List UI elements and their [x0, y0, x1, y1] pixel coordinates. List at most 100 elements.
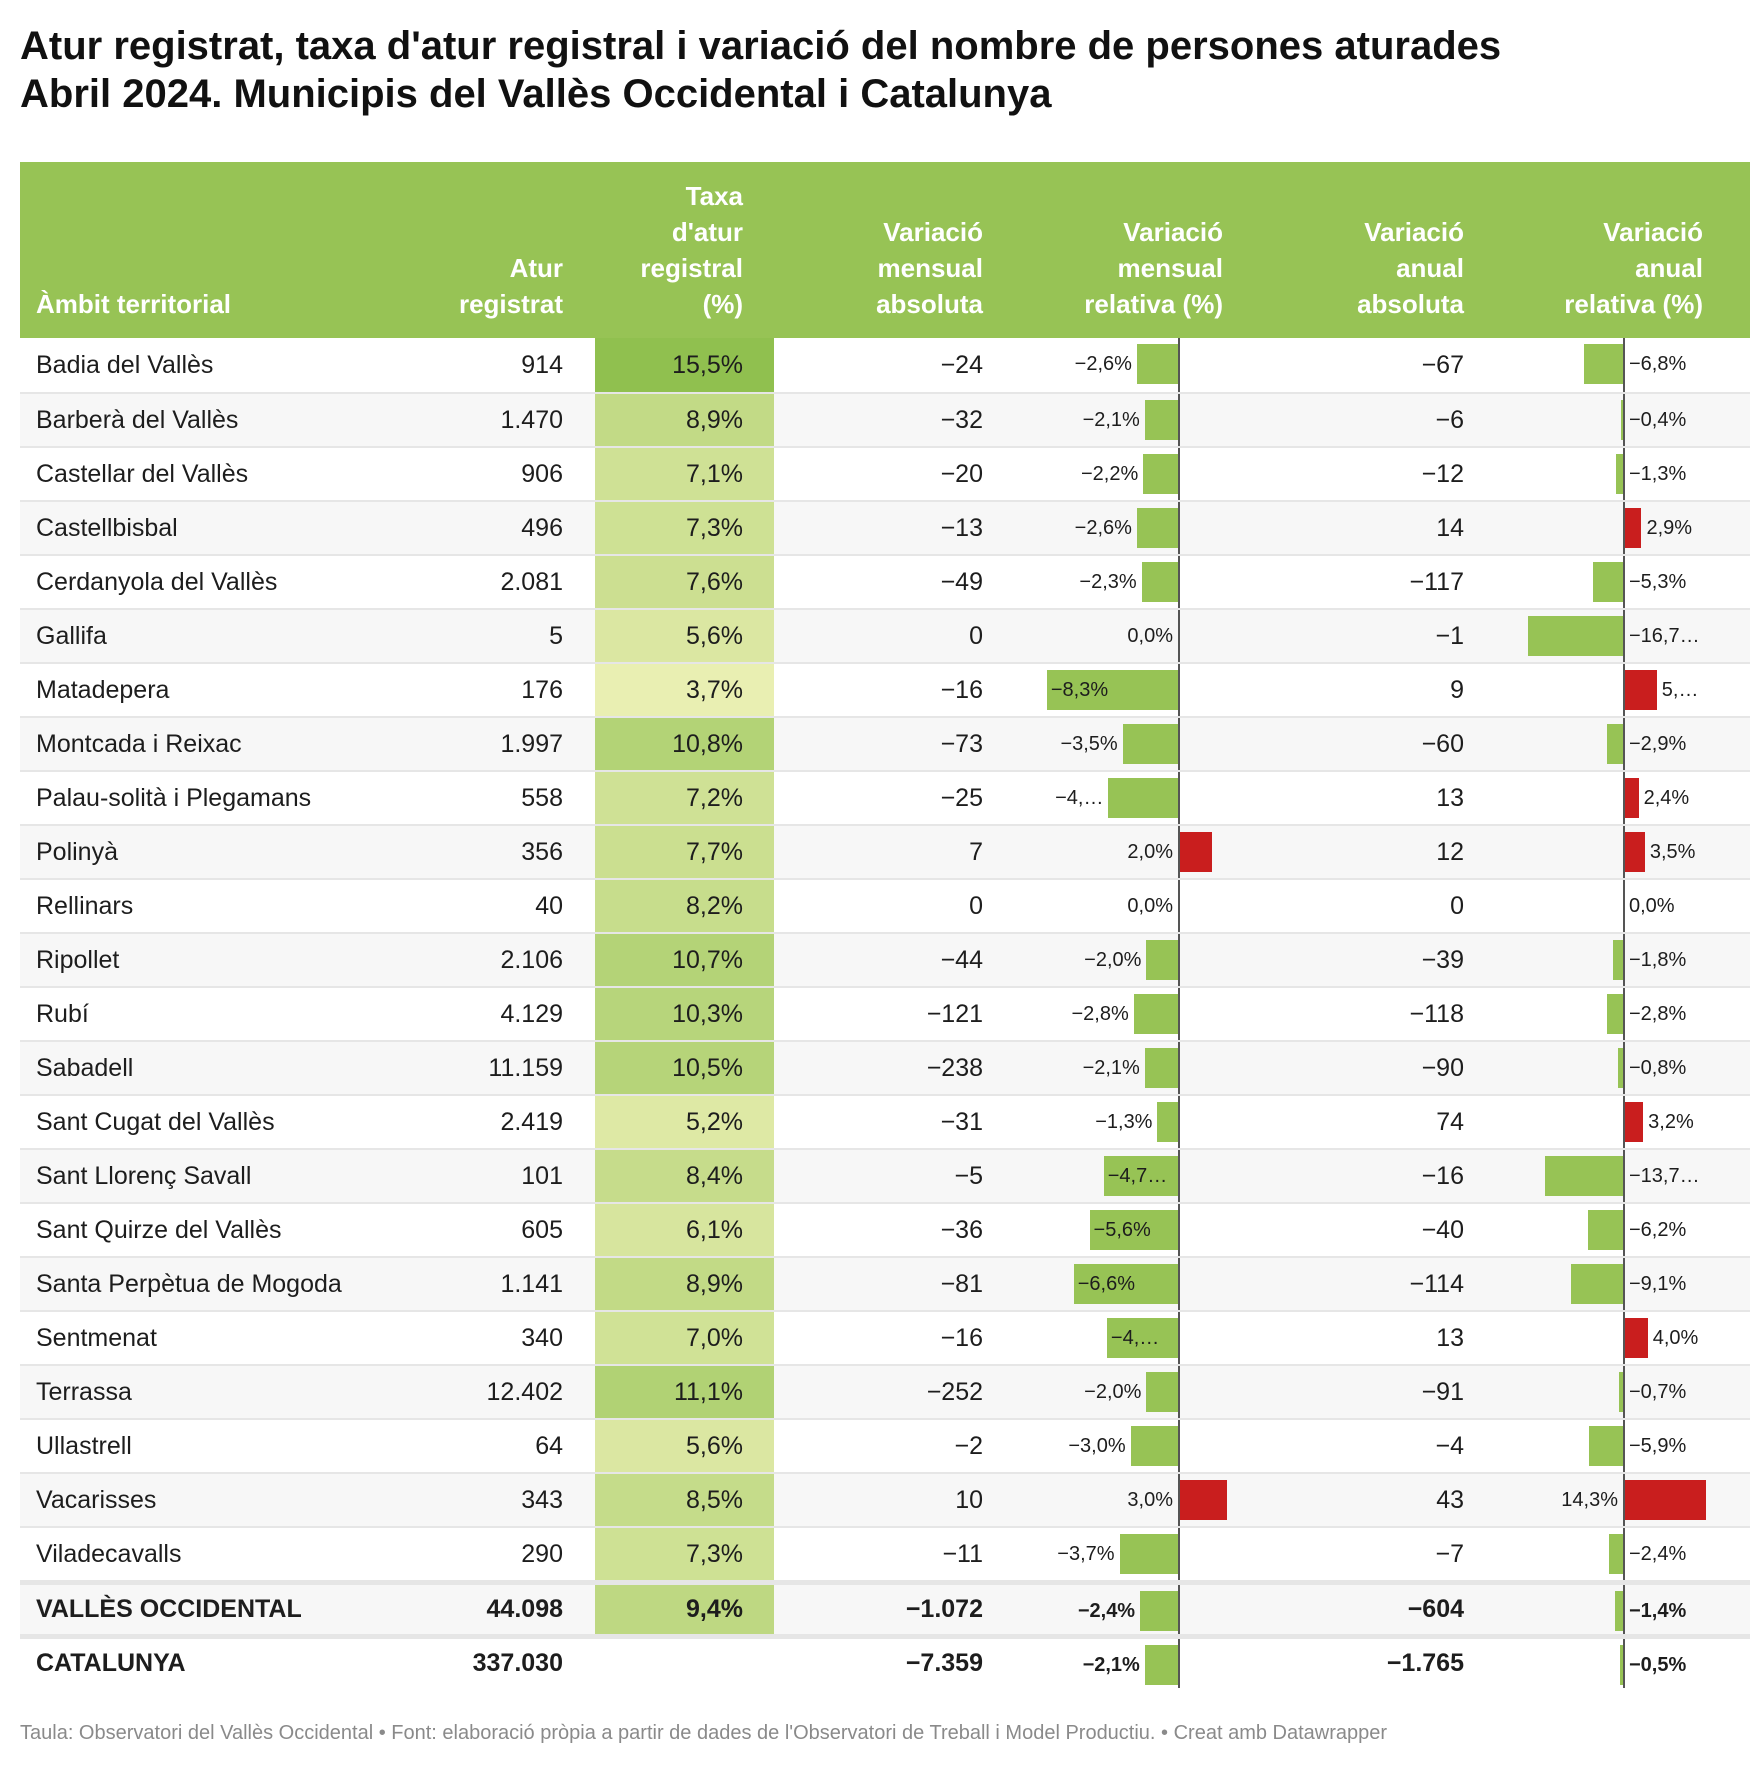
cell-ambit: Palau-solità i Plegamans	[20, 772, 420, 824]
cell-var-anual-rel: 4,0%	[1496, 1312, 1750, 1364]
cell-atur: 914	[420, 338, 595, 392]
axis-line	[1623, 502, 1625, 554]
cell-taxa: 10,8%	[595, 718, 774, 770]
axis-line	[1623, 1150, 1625, 1202]
cell-ambit-text: Badia del Vallès	[36, 350, 214, 379]
axis-line	[1623, 772, 1625, 824]
bar-label: 14,3%	[1561, 1489, 1618, 1511]
cell-var-anual-abs-text: 13	[1436, 1323, 1464, 1352]
cell-var-anual-abs-text: −39	[1421, 945, 1464, 974]
cell-var-anual-abs: −16	[1255, 1150, 1496, 1202]
axis-line	[1178, 394, 1180, 446]
cell-taxa-text: 5,6%	[686, 621, 743, 650]
header-var-mensual-abs[interactable]: Variació mensual absoluta	[876, 217, 983, 319]
cell-var-mensual-rel: −2,1%	[1015, 394, 1255, 446]
cell-ambit: Cerdanyola del Vallès	[20, 556, 420, 608]
cell-var-mensual-rel: −2,0%	[1015, 934, 1255, 986]
bar-label: 3,5%	[1649, 841, 1696, 863]
cell-atur: 496	[420, 502, 595, 554]
subtitle: Abril 2024. Municipis del Vallès Occiden…	[20, 72, 1052, 116]
cell-ambit: Ripollet	[20, 934, 420, 986]
axis-line	[1623, 1096, 1625, 1148]
axis-line	[1623, 448, 1625, 500]
cell-ambit: Viladecavalls	[20, 1528, 420, 1580]
header-var-anual-abs[interactable]: Variació anual absoluta	[1357, 217, 1464, 319]
bar-label: −3,7%	[1057, 1543, 1115, 1565]
axis-line	[1178, 1420, 1180, 1472]
cell-var-anual-rel: −1,4%	[1496, 1585, 1750, 1634]
axis-line	[1178, 1312, 1180, 1364]
header-taxa[interactable]: Taxa d'atur registral (%)	[640, 181, 743, 319]
bar-label: −5,3%	[1629, 571, 1687, 593]
axis-line	[1623, 718, 1625, 770]
cell-var-anual-abs-text: −1.765	[1386, 1649, 1464, 1677]
cell-var-anual-abs: −40	[1255, 1204, 1496, 1256]
table-row: Gallifa 5 5,6% 0 0,0% −1 −16,7…	[20, 608, 1750, 662]
cell-var-mensual-rel: 0,0%	[1015, 610, 1255, 662]
cell-var-anual-abs: 43	[1255, 1474, 1496, 1526]
bar-var-anual-rel	[1625, 832, 1645, 872]
cell-ambit-text: Sant Cugat del Vallès	[36, 1107, 275, 1136]
cell-taxa: 5,6%	[595, 1420, 774, 1472]
cell-ambit: Castellbisbal	[20, 502, 420, 554]
bar-var-mensual-rel	[1046, 670, 1178, 710]
bar-label: 0,0%	[1629, 895, 1675, 917]
bar-label: 0,0%	[1127, 625, 1173, 647]
table-row: Ullastrell 64 5,6% −2 −3,0% −4 −5,9%	[20, 1418, 1750, 1472]
cell-var-anual-abs-text: 14	[1436, 513, 1464, 542]
cell-ambit-text: Sant Quirze del Vallès	[36, 1215, 282, 1244]
cell-var-anual-rel: −0,5%	[1496, 1639, 1750, 1688]
cell-var-mensual-abs: −25	[774, 772, 1015, 824]
bar-var-mensual-rel	[1136, 344, 1178, 384]
cell-var-mensual-abs-text: 0	[969, 621, 983, 650]
cell-atur: 44.098	[420, 1585, 595, 1634]
cell-var-anual-rel: 2,9%	[1496, 502, 1750, 554]
axis-line	[1623, 934, 1625, 986]
bar-label: −2,0%	[1084, 949, 1142, 971]
cell-var-anual-abs: −1.765	[1255, 1639, 1496, 1688]
bar-var-anual-rel	[1571, 1264, 1623, 1304]
bar-label: −13,7…	[1629, 1165, 1700, 1187]
header-var-mensual-rel[interactable]: Variació mensual relativa (%)	[1084, 217, 1223, 319]
axis-line	[1178, 610, 1180, 662]
axis-line	[1178, 664, 1180, 716]
cell-var-anual-abs-text: 43	[1436, 1485, 1464, 1514]
cell-atur-text: 2.106	[500, 945, 563, 974]
cell-atur: 290	[420, 1528, 595, 1580]
table-row: Polinyà 356 7,7% 7 2,0% 12 3,5%	[20, 824, 1750, 878]
cell-ambit: Santa Perpètua de Mogoda	[20, 1258, 420, 1310]
header-var-anual-rel[interactable]: Variació anual relativa (%)	[1564, 217, 1703, 319]
cell-atur-text: 64	[535, 1431, 563, 1460]
cell-var-mensual-rel: −4,…	[1015, 772, 1255, 824]
cell-ambit-text: Gallifa	[36, 621, 107, 650]
cell-atur: 5	[420, 610, 595, 662]
bar-label: −1,3%	[1095, 1111, 1153, 1133]
bar-label: −3,0%	[1068, 1435, 1126, 1457]
cell-var-anual-abs-text: −118	[1409, 999, 1464, 1028]
cell-taxa: 8,2%	[595, 880, 774, 932]
bar-var-anual-rel	[1625, 778, 1639, 818]
bar-var-mensual-rel	[1157, 1102, 1178, 1142]
cell-atur-text: 906	[521, 459, 563, 488]
cell-ambit-text: Vacarisses	[36, 1485, 157, 1514]
bar-var-anual-rel	[1592, 562, 1623, 602]
cell-taxa: 10,7%	[595, 934, 774, 986]
cell-var-anual-abs: −91	[1255, 1366, 1496, 1418]
axis-line	[1623, 1042, 1625, 1094]
cell-atur: 337.030	[420, 1639, 595, 1688]
header-atur[interactable]: Atur registrat	[458, 253, 563, 319]
bar-label: −2,0%	[1084, 1381, 1142, 1403]
cell-taxa: 9,4%	[595, 1585, 774, 1634]
cell-var-anual-abs-text: 12	[1436, 837, 1464, 866]
cell-taxa-text: 5,2%	[686, 1107, 743, 1136]
bar-var-anual-rel	[1625, 1480, 1707, 1520]
cell-var-mensual-abs-text: −81	[940, 1269, 983, 1298]
cell-ambit: Rellinars	[20, 880, 420, 932]
bar-var-anual-rel	[1612, 940, 1623, 980]
bar-var-mensual-rel	[1144, 400, 1178, 440]
cell-var-mensual-abs-text: −73	[940, 729, 983, 758]
cell-taxa: 6,1%	[595, 1204, 774, 1256]
cell-taxa: 7,2%	[595, 772, 774, 824]
header-ambit[interactable]: Àmbit territorial	[36, 289, 232, 319]
cell-var-mensual-abs: −36	[774, 1204, 1015, 1256]
